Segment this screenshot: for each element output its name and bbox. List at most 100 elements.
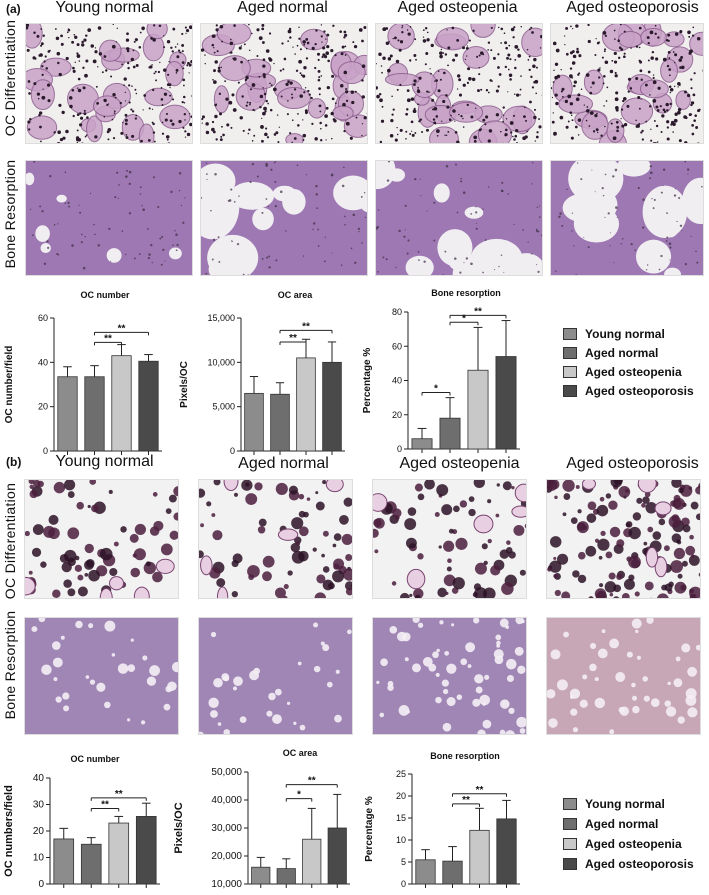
cell-nucleus — [689, 49, 693, 53]
cell-nucleus — [668, 40, 670, 42]
stained-cell — [500, 549, 509, 558]
stained-cell — [33, 524, 44, 535]
osteoclast-cell — [655, 502, 671, 515]
cell-nucleus — [44, 60, 46, 62]
cell-nucleus — [143, 94, 146, 97]
cell-nucleus — [697, 37, 700, 40]
cell-nucleus — [343, 130, 345, 132]
micrograph-background — [25, 618, 179, 735]
cell-nucleus — [447, 131, 449, 133]
cell-nucleus — [426, 38, 429, 41]
cell-nucleus — [691, 124, 694, 127]
debris-dot — [528, 242, 529, 243]
cell-nucleus — [204, 54, 205, 55]
cell-nucleus — [43, 35, 45, 37]
cell-nucleus — [299, 94, 303, 98]
stained-cell — [303, 512, 309, 518]
debris-dot — [423, 261, 425, 263]
cell-nucleus — [184, 119, 185, 120]
debris-dot — [405, 205, 407, 207]
debris-dot — [650, 165, 652, 167]
cell-nucleus — [447, 64, 449, 66]
resorption-pit — [240, 716, 247, 723]
cell-nucleus — [382, 106, 384, 108]
cell-nucleus — [578, 134, 580, 136]
resorption-pit — [642, 676, 648, 682]
cell-nucleus — [361, 79, 364, 82]
cell-nucleus — [263, 107, 267, 111]
cell-nucleus — [529, 101, 532, 104]
cell-nucleus — [238, 82, 240, 84]
stained-cell — [289, 486, 298, 495]
resorption-pit — [233, 686, 237, 690]
resorption-pit — [55, 696, 61, 702]
cell-nucleus — [560, 116, 564, 120]
stained-cell — [597, 505, 609, 517]
resorption-pit — [218, 722, 222, 726]
cell-nucleus — [603, 75, 606, 78]
resorption-pit — [631, 683, 636, 688]
cell-nucleus — [120, 132, 123, 135]
cell-nucleus — [172, 50, 174, 52]
osteoclast-cell — [201, 556, 212, 575]
cell-nucleus — [310, 97, 312, 99]
cell-nucleus — [176, 69, 179, 72]
cell-nucleus — [506, 118, 507, 119]
cell-nucleus — [650, 31, 654, 35]
debris-dot — [485, 239, 487, 241]
resorption-pit — [632, 706, 640, 714]
debris-dot — [231, 240, 232, 241]
stained-cell — [635, 591, 640, 596]
cell-nucleus — [397, 134, 399, 136]
cell-nucleus — [615, 91, 618, 94]
cell-nucleus — [691, 101, 694, 104]
legend-item: Aged osteoporosis — [563, 384, 694, 398]
stained-cell — [628, 575, 634, 581]
debris-dot — [361, 242, 363, 244]
cell-nucleus — [362, 95, 365, 98]
cell-nucleus — [303, 134, 307, 138]
resorption-pit — [439, 620, 443, 624]
resorption-pit — [465, 642, 475, 652]
resorption-pit — [436, 649, 439, 652]
cell-nucleus — [624, 31, 626, 33]
cell-nucleus — [58, 104, 61, 107]
stained-cell — [443, 541, 454, 552]
cell-nucleus — [536, 67, 538, 69]
resorption-pit — [442, 680, 449, 687]
cell-nucleus — [506, 57, 509, 60]
cell-nucleus — [362, 64, 366, 68]
cell-nucleus — [114, 110, 116, 112]
cell-nucleus — [387, 69, 391, 73]
cell-nucleus — [477, 89, 480, 92]
debris-dot — [561, 225, 563, 227]
cell-nucleus — [654, 120, 656, 122]
cell-nucleus — [94, 135, 97, 138]
stained-cell — [647, 527, 653, 533]
debris-dot — [459, 272, 461, 274]
cell-nucleus — [189, 72, 190, 73]
cell-nucleus — [455, 54, 458, 57]
resorption-pit — [293, 722, 296, 725]
cell-nucleus — [645, 84, 648, 87]
stained-cell — [91, 505, 99, 513]
cell-nucleus — [666, 109, 668, 111]
cell-nucleus — [437, 135, 439, 137]
y-tick-label: 20 — [396, 791, 406, 801]
cell-nucleus — [133, 66, 136, 69]
debris-dot — [275, 259, 277, 261]
stained-cell — [67, 558, 76, 567]
cell-nucleus — [162, 122, 163, 123]
debris-dot — [575, 274, 577, 276]
y-tick-label: 10 — [396, 835, 406, 845]
cell-nucleus — [438, 89, 441, 92]
debris-dot — [139, 253, 141, 255]
cell-nucleus — [668, 68, 671, 71]
stained-cell — [562, 480, 574, 492]
stained-cell — [321, 554, 325, 558]
debris-dot — [252, 163, 254, 165]
cell-nucleus — [590, 111, 594, 115]
cell-nucleus — [260, 125, 264, 129]
cell-nucleus — [699, 109, 701, 111]
cell-nucleus — [624, 123, 627, 126]
